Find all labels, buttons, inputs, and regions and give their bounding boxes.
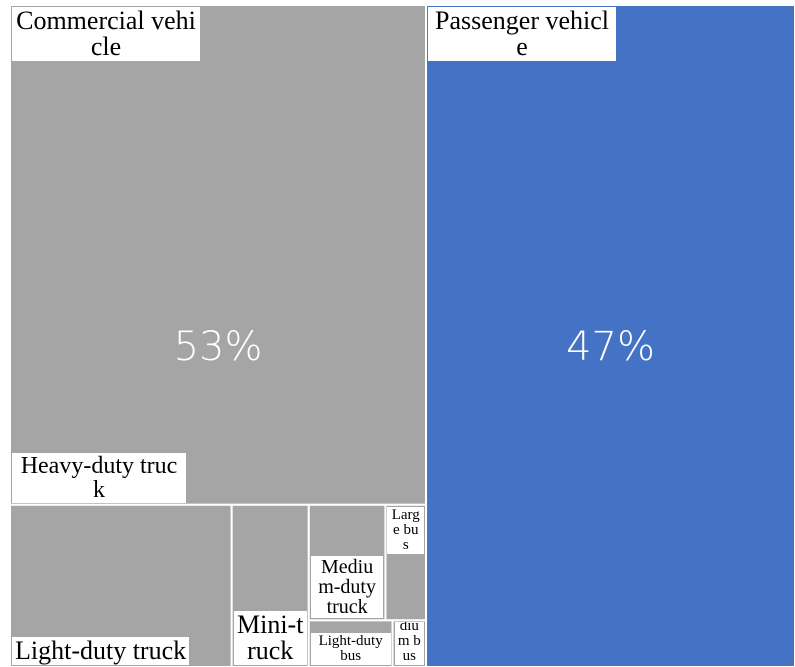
tile-label-wrap: Light-duty bus bbox=[310, 622, 391, 665]
tile bbox=[9, 4, 428, 506]
tile-label-wrap: Mini-truck bbox=[233, 507, 307, 665]
tile-label: Medium-duty truck bbox=[310, 556, 384, 619]
tile-label: Large bus bbox=[387, 506, 425, 554]
tile-label-wrap: Light-duty truck bbox=[12, 507, 230, 665]
tile-label-box: Light-duty bus bbox=[310, 622, 391, 665]
tile-label-wrap: Medium-duty truck bbox=[310, 507, 384, 619]
tile-label-wrap: Heavy-duty truck bbox=[12, 7, 424, 503]
tile-label-wrap: Medium bus bbox=[394, 622, 425, 665]
tile-label: Commercial vehicle bbox=[12, 7, 200, 61]
tile-label-box: Medium-duty truck bbox=[310, 507, 384, 619]
tile-label: Heavy-duty truck bbox=[12, 452, 186, 503]
tile-label-box: Passenger vehicle bbox=[428, 7, 793, 665]
tile-label: Medium bus bbox=[394, 622, 425, 665]
tile-label: Mini-truck bbox=[233, 610, 307, 665]
tile-label-box: Light-duty truck bbox=[12, 507, 230, 665]
tile-label-box: Mini-truck bbox=[233, 507, 307, 665]
percent-label: 53% bbox=[174, 324, 263, 370]
tile-label-box: Large bus bbox=[387, 506, 425, 619]
tile bbox=[425, 4, 795, 667]
tile-label-box: Heavy-duty truck bbox=[12, 7, 424, 503]
tile-label-wrap: Passenger vehicle bbox=[428, 7, 793, 665]
tile-label: Light-duty bus bbox=[310, 632, 391, 665]
tile-label-box: Medium bus bbox=[394, 622, 425, 665]
tile-label-wrap: Large bus bbox=[387, 506, 425, 619]
percent-label: 47% bbox=[566, 324, 655, 370]
tile-label-wrap: Commercial vehicle bbox=[12, 7, 424, 665]
tile-label: Light-duty truck bbox=[12, 636, 190, 665]
tile-label-box: Commercial vehicle bbox=[12, 7, 424, 665]
tile-label: Passenger vehicle bbox=[428, 7, 617, 61]
